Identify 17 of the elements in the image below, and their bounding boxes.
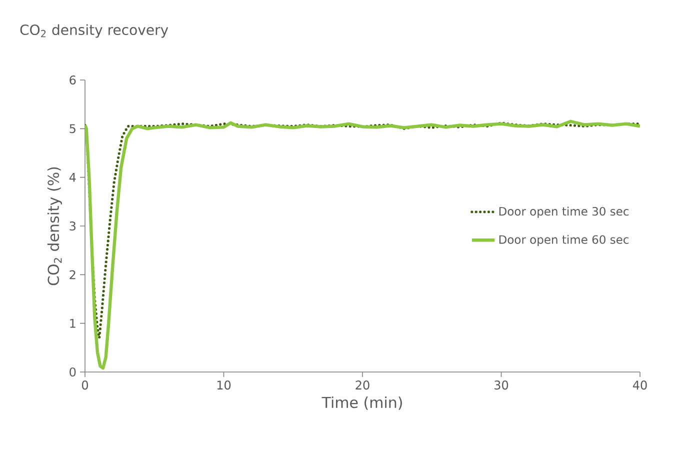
x-tick-label: 40: [632, 380, 647, 390]
y-tick-label: 6: [70, 75, 76, 85]
y-tick-label: 1: [70, 318, 76, 328]
y-axis-title: CO$_{2}$ density (%): [47, 167, 62, 286]
y-tick-label: 3: [70, 221, 76, 231]
chart-title: CO$_{2}$ density recovery: [20, 24, 168, 38]
x-tick-label: 10: [217, 380, 231, 390]
x-axis-title: Time (min): [322, 396, 402, 410]
legend-label: Door open time 60 sec: [499, 235, 629, 246]
y-tick-label: 0: [70, 367, 76, 377]
x-tick-label: 20: [356, 380, 370, 390]
y-tick-label: 4: [69, 172, 76, 182]
y-tick-label: 5: [70, 124, 76, 134]
legend-label: Door open time 30 sec: [499, 206, 629, 218]
y-tick-label: 2: [70, 270, 76, 280]
x-tick-label: 30: [494, 380, 508, 390]
x-tick-label: 0: [82, 380, 88, 390]
